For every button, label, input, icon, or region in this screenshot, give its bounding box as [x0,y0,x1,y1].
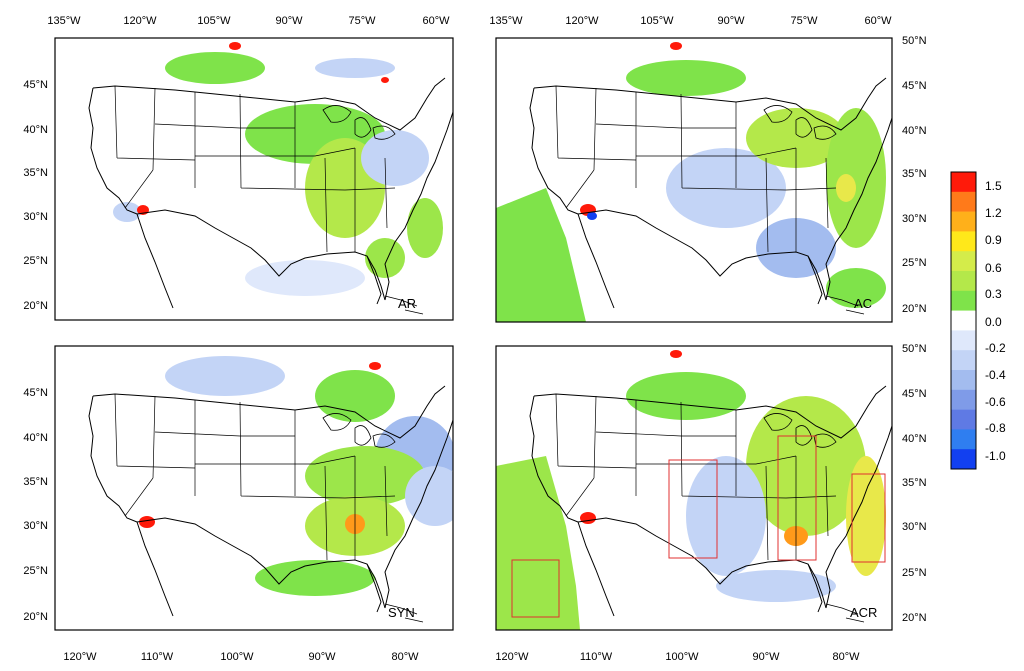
bottom-lon-ticks-syn: 120°W 110°W 100°W 90°W 80°W [63,651,419,663]
colorbar-swatch [951,271,976,292]
tick-lon: 90°W [717,15,745,27]
tick-lon: 120°W [495,651,529,663]
colorbar-label: 1.5 [985,179,1002,193]
tick-lat: 35°N [23,167,48,179]
tick-lon: 60°W [422,15,450,27]
tick-lat: 20°N [902,303,927,315]
tick-lon: 90°W [308,651,336,663]
colorbar-label: 0.0 [985,315,1002,329]
tick-lat: 20°N [23,611,48,623]
tick-lat: 50°N [902,35,927,47]
colorbar-swatch [951,172,976,193]
tick-lat: 50°N [902,343,927,355]
tick-lat: 35°N [902,477,927,489]
tick-lat: 35°N [23,476,48,488]
tick-lon: 135°W [47,15,81,27]
bottom-lon-ticks-acr: 120°W 110°W 100°W 90°W 80°W [495,651,860,663]
colorbar-label: 0.3 [985,287,1002,301]
tick-lat: 25°N [902,257,927,269]
left-lat-ticks-syn: 45°N 40°N 35°N 30°N 25°N 20°N [23,387,48,623]
tick-lon: 80°W [391,651,419,663]
colorbar-swatch [951,449,976,470]
tick-lon: 100°W [220,651,254,663]
tick-lat: 20°N [23,300,48,312]
tick-lat: 40°N [23,124,48,136]
panel-label-ac: AC [854,296,872,311]
tick-lat: 45°N [23,79,48,91]
tick-lon: 135°W [489,15,523,27]
colorbar-swatch [951,389,976,410]
tick-lon: 80°W [832,651,860,663]
tick-lat: 30°N [902,213,927,225]
colorbar-swatch [951,310,976,331]
panel-label-syn: SYN [388,605,415,620]
panel-acr: ACR 50°N 45°N 40°N 35°N 30°N 25°N 20°N 1… [495,343,927,663]
tick-lat: 40°N [23,432,48,444]
colorbar-swatch [951,409,976,430]
colorbar-label: 1.2 [985,206,1002,220]
tick-lat: 45°N [902,388,927,400]
tick-lat: 20°N [902,612,927,624]
colorbar-label: -0.8 [985,421,1006,435]
tick-lat: 30°N [23,211,48,223]
tick-lat: 25°N [23,255,48,267]
panel-label-ar: AR [398,296,416,311]
tick-lat: 40°N [902,433,927,445]
colorbar-label: 0.9 [985,233,1002,247]
tick-lat: 45°N [902,80,927,92]
tick-lat: 45°N [23,387,48,399]
tick-lon: 110°W [580,651,613,663]
tick-lon: 75°W [348,15,376,27]
right-lat-ticks-acr: 50°N 45°N 40°N 35°N 30°N 25°N 20°N [902,343,927,624]
colorbar-swatch [951,370,976,391]
tick-lon: 120°W [123,15,157,27]
tick-lat: 35°N [902,168,927,180]
colorbar-label: -1.0 [985,449,1006,463]
tick-lat: 25°N [23,565,48,577]
tick-lat: 40°N [902,125,927,137]
tick-lon: 105°W [640,15,674,27]
colorbar-label: -0.2 [985,341,1006,355]
colorbar-swatch [951,191,976,212]
tick-lon: 100°W [665,651,699,663]
colorbar-frame [950,171,977,470]
tick-lon: 90°W [275,15,303,27]
colorbar-swatch [951,330,976,351]
top-lon-ticks-ac: 135°W 120°W 105°W 90°W 75°W 60°W [489,15,892,27]
tick-lon: 90°W [752,651,780,663]
tick-lon: 105°W [197,15,231,27]
panel-label-acr: ACR [850,605,877,620]
panel-ar: AR 135°W 120°W 105°W 90°W 75°W 60°W 45°N… [23,15,454,321]
colorbar-label: -0.4 [985,368,1006,382]
colorbar-label: -0.6 [985,395,1006,409]
panel-syn: SYN 45°N 40°N 35°N 30°N 25°N 20°N 120°W … [23,345,454,663]
colorbar-swatch [951,231,976,252]
colorbar-swatch [951,350,976,371]
panel-ac: AC 135°W 120°W 105°W 90°W 75°W 60°W 50°N… [489,15,927,323]
right-lat-ticks-ac: 50°N 45°N 40°N 35°N 30°N 25°N 20°N [902,35,927,315]
tick-lon: 120°W [63,651,97,663]
colorbar-label: 0.6 [985,261,1002,275]
tick-lon: 75°W [790,15,818,27]
colorbar-swatch [951,251,976,272]
colorbar-swatch [951,290,976,311]
colorbar-swatch [951,211,976,232]
tick-lon: 60°W [864,15,892,27]
tick-lat: 30°N [902,521,927,533]
tick-lon: 110°W [141,651,174,663]
colorbar-swatch [951,429,976,450]
colorbar: 1.5 1.2 0.9 0.6 0.3 0.0 -0.2 -0.4 -0.6 -0.8 -1.0 [950,171,1006,470]
tick-lat: 25°N [902,567,927,579]
tick-lon: 120°W [565,15,599,27]
tick-lat: 30°N [23,520,48,532]
left-lat-ticks-ar: 45°N 40°N 35°N 30°N 25°N 20°N [23,79,48,312]
top-lon-ticks-ar: 135°W 120°W 105°W 90°W 75°W 60°W [47,15,450,27]
